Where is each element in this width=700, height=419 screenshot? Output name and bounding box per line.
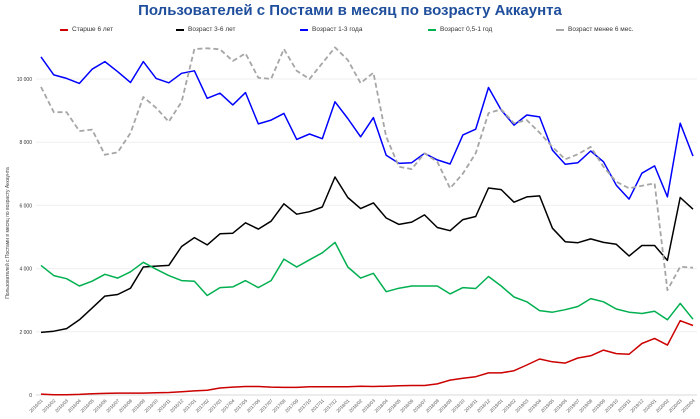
legend-label: Возраст 3-6 лет — [188, 26, 236, 33]
series-line-3 — [40, 241, 694, 321]
y-tick-label: 10 000 — [17, 77, 33, 83]
legend-item-3-6-years: Возраст 3-6 лет — [176, 26, 236, 33]
y-tick-label: 8 000 — [19, 140, 32, 146]
legend-item-0-5-1-year: Возраст 0,5-1 год — [428, 26, 492, 33]
y-tick-label: 0 — [29, 393, 32, 399]
y-tick-label: 2 000 — [19, 330, 32, 336]
chart-title: Пользователей с Постами в месяц по возра… — [138, 2, 562, 19]
series-line-0 — [40, 319, 694, 396]
x-tick-label: 2020/04 — [680, 398, 696, 414]
legend-item-under-6-months: Возраст менее 6 мес. — [556, 26, 633, 33]
y-tick-label: 4 000 — [19, 267, 32, 273]
legend-label: Возраст 0,5-1 год — [440, 26, 493, 33]
legend-label: Старше 6 лет — [72, 26, 114, 33]
legend-swatch — [556, 28, 564, 31]
series-line-4 — [40, 46, 694, 292]
legend-swatch — [60, 28, 68, 31]
legend-swatch — [176, 28, 184, 31]
series-line-1 — [40, 176, 694, 334]
y-tick-label: 6 000 — [19, 203, 32, 209]
legend-swatch — [428, 28, 436, 31]
legend-label: Возраст 1-3 года — [312, 26, 363, 33]
legend-swatch — [300, 28, 308, 31]
legend: Старше 6 лет Возраст 3-6 лет Возраст 1-3… — [0, 26, 700, 38]
legend-item-1-3-years: Возраст 1-3 года — [300, 26, 362, 33]
series-line-2 — [40, 56, 694, 200]
legend-label: Возраст менее 6 мес. — [568, 26, 634, 33]
legend-item-older-6-years: Старше 6 лет — [60, 26, 113, 33]
